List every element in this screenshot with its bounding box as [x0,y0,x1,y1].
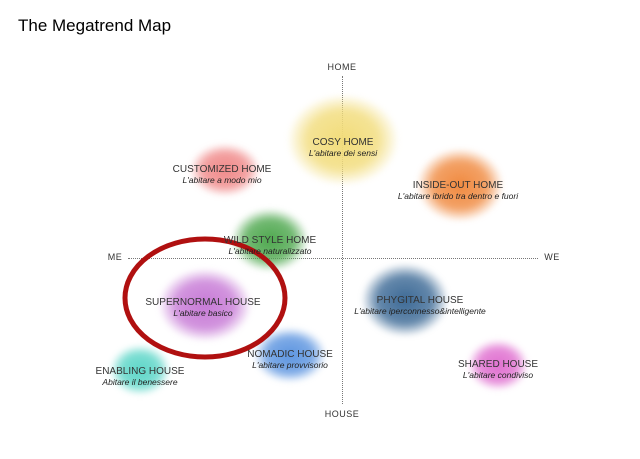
trend-label: INSIDE-OUT HOME L'abitare ibrido tra dent… [398,180,518,201]
trend-name: CUSTOMIZED HOME [172,164,272,175]
vertical-axis [342,76,343,404]
trend-subtitle: L'abitare dei sensi [308,148,378,158]
axis-label-bottom: HOUSE [324,409,360,419]
trend-label: PHYGITAL HOUSE L'abitare iperconnesso&int… [354,295,486,316]
trend-label: WILD STYLE HOME L'abitare naturalizzato [224,235,316,256]
axis-label-right: WE [544,252,560,262]
trend-bubble [190,144,260,196]
trend-subtitle: L'abitare naturalizzato [228,246,312,256]
trend-name: SUPERNORMAL HOUSE [145,297,261,308]
trend-name: ENABLING HOUSE [95,366,185,377]
trend-name: WILD STYLE HOME [223,235,317,246]
trend-name: INSIDE-OUT HOME [412,180,504,191]
trend-label: CUSTOMIZED HOME L'abitare a modo mio [173,164,272,185]
trend-bubble [110,345,170,395]
trend-label: COSY HOME L'abitare dei sensi [309,137,377,158]
trend-bubble [288,95,398,185]
trend-bubble [159,269,251,341]
trend-bubble [417,149,503,221]
trend-name: COSY HOME [312,137,374,148]
trend-name: NOMADIC HOUSE [247,349,333,360]
trend-label: SUPERNORMAL HOUSE L'abitare basico [145,297,260,318]
trend-label: SHARED HOUSE L'abitare condiviso [458,359,538,380]
axis-label-left: ME [107,252,123,262]
trend-subtitle: L'abitare condiviso [462,370,534,380]
trend-subtitle: Abitare il benessere [102,377,178,387]
trend-subtitle: L'abitare iperconnesso&intelligente [354,306,486,316]
trend-subtitle: L'abitare provvisorio [252,360,328,370]
trend-name: SHARED HOUSE [457,359,539,370]
trend-subtitle: L'abitare ibrido tra dentro e fuori [397,191,519,201]
horizontal-axis [128,258,538,259]
page-title: The Megatrend Map [18,16,172,35]
trend-subtitle: L'abitare a modo mio [182,175,262,185]
trend-bubble [362,264,448,336]
trend-label: NOMADIC HOUSE L'abitare provvisorio [247,349,333,370]
trend-label: ENABLING HOUSE Abitare il benessere [96,366,185,387]
trend-subtitle: L'abitare basico [173,308,233,318]
trend-name: PHYGITAL HOUSE [376,295,464,306]
trend-bubble [468,340,528,390]
axis-label-top: HOME [327,62,357,72]
